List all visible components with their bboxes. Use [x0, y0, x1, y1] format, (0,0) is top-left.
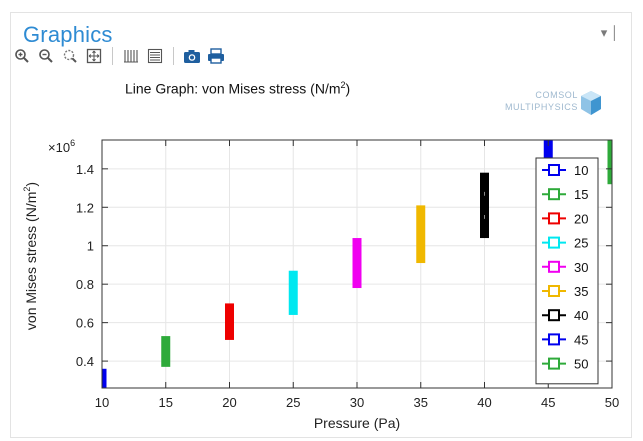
- series-bar-40: [480, 172, 489, 239]
- x-tick-label: 10: [95, 395, 109, 410]
- plot-title-superscript: 2: [340, 80, 346, 90]
- camera-icon[interactable]: [182, 46, 202, 66]
- legend-label-10: 10: [574, 163, 588, 178]
- zoom-box-icon[interactable]: [60, 46, 80, 66]
- y-tick-label: 1: [87, 239, 94, 254]
- plot-title-text: Line Graph: von Mises stress (N/m: [125, 80, 341, 97]
- series-bar-25: [288, 270, 298, 315]
- x-tick-label: 40: [477, 395, 491, 410]
- x-tick-label: 25: [286, 395, 300, 410]
- legend-marker-50: [548, 357, 560, 370]
- legend-box: [535, 157, 599, 385]
- y-tick-label: 1.2: [76, 200, 94, 215]
- legend-label-50: 50: [574, 357, 588, 372]
- y-tick-label: 0.4: [76, 354, 94, 369]
- y-axis-multiplier: ×106: [48, 138, 75, 155]
- legend-marker-10: [548, 164, 560, 176]
- panel-menu-button[interactable]: ▾ │: [600, 25, 619, 40]
- series-bar-15: [161, 336, 171, 367]
- comsol-cube-icon: [581, 91, 601, 115]
- legend-marker-25: [548, 236, 560, 249]
- x-tick-label: 35: [414, 395, 428, 410]
- print-icon[interactable]: [206, 46, 226, 66]
- series-bar-35: [416, 205, 426, 264]
- legend-marker-45: [548, 333, 560, 346]
- panel-title: Graphics: [23, 22, 113, 47]
- zoom-out-icon[interactable]: [36, 46, 56, 66]
- series-bar-10: [102, 368, 107, 388]
- legend-marker-20: [548, 212, 560, 225]
- zoom-extents-icon[interactable]: [84, 46, 104, 66]
- legend-label-40: 40: [574, 308, 588, 323]
- x-tick-label: 50: [605, 395, 619, 410]
- zoom-in-icon[interactable]: [12, 46, 32, 66]
- x-tick-label: 30: [350, 395, 364, 410]
- legend-label-45: 45: [574, 332, 588, 347]
- x-tick-label: 20: [222, 395, 236, 410]
- legend-label-30: 30: [574, 260, 588, 275]
- legend-marker-35: [548, 285, 560, 297]
- legend-label-35: 35: [574, 284, 588, 299]
- show-legends-icon[interactable]: [145, 46, 165, 66]
- brand-line1: COMSOL: [535, 90, 578, 100]
- toolbar-separator: [173, 47, 174, 65]
- legend-marker-30: [548, 260, 560, 273]
- graphics-toolbar: [12, 45, 226, 67]
- series-bar-50: [607, 140, 612, 185]
- y-axis-label: von Mises stress (N/m2): [22, 182, 39, 330]
- legend-label-20: 20: [574, 211, 588, 226]
- show-grid-icon[interactable]: [121, 46, 141, 66]
- comsol-logo: COMSOL MULTIPHYSICS: [478, 86, 608, 122]
- legend-label-25: 25: [574, 236, 588, 251]
- y-tick-label: 1.4: [76, 162, 94, 177]
- legend-marker-15: [548, 188, 560, 201]
- x-axis-label: Pressure (Pa): [314, 415, 400, 431]
- y-tick-label: 0.6: [76, 316, 94, 331]
- toolbar-separator: [112, 47, 113, 65]
- x-tick-label: 45: [541, 395, 555, 410]
- plot-title-suffix: ): [345, 80, 351, 97]
- series-bar-30: [352, 238, 362, 289]
- y-tick-label: 0.8: [76, 277, 94, 292]
- x-tick-label: 15: [159, 395, 173, 410]
- legend-label-15: 15: [574, 187, 588, 202]
- brand-line2: MULTIPHYSICS: [504, 102, 578, 112]
- legend-marker-40: [548, 309, 560, 322]
- series-bar-20: [225, 303, 234, 340]
- plot-title: Line Graph: von Mises stress (N/m2): [125, 80, 350, 97]
